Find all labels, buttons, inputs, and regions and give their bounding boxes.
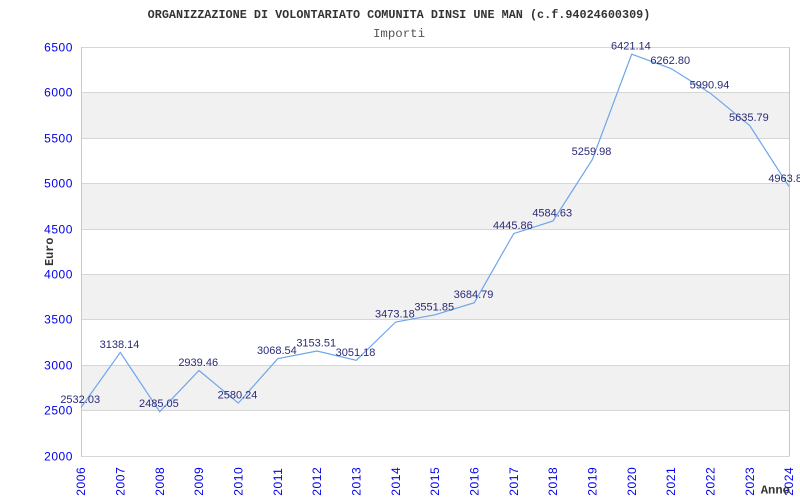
svg-text:3684.79: 3684.79 [454, 289, 494, 301]
svg-text:2000: 2000 [44, 450, 73, 464]
svg-text:4445.86: 4445.86 [493, 220, 533, 232]
svg-text:5635.79: 5635.79 [729, 112, 769, 124]
svg-text:2020: 2020 [625, 467, 639, 496]
svg-text:4000: 4000 [44, 268, 73, 282]
svg-text:3051.18: 3051.18 [336, 347, 376, 359]
svg-text:3551.85: 3551.85 [414, 301, 454, 313]
svg-text:3138.14: 3138.14 [100, 339, 140, 351]
svg-text:2580.24: 2580.24 [218, 390, 258, 402]
svg-text:2014: 2014 [389, 467, 403, 496]
svg-text:2023: 2023 [743, 467, 757, 496]
svg-text:2013: 2013 [350, 467, 364, 496]
svg-text:Anno: Anno [761, 484, 790, 498]
svg-text:5000: 5000 [44, 177, 73, 191]
svg-text:2016: 2016 [468, 467, 482, 496]
svg-text:5259.98: 5259.98 [572, 146, 612, 158]
svg-text:2006: 2006 [74, 467, 88, 496]
svg-text:3000: 3000 [44, 359, 73, 373]
svg-text:2017: 2017 [507, 467, 521, 496]
svg-text:6421.14: 6421.14 [611, 41, 651, 53]
svg-text:5500: 5500 [44, 132, 73, 146]
svg-text:3153.51: 3153.51 [296, 338, 336, 350]
svg-text:3068.54: 3068.54 [257, 345, 297, 357]
svg-text:4500: 4500 [44, 223, 73, 237]
svg-text:2018: 2018 [546, 467, 560, 496]
svg-text:4963.87: 4963.87 [768, 173, 800, 185]
svg-text:Euro: Euro [43, 238, 57, 266]
svg-text:6500: 6500 [44, 41, 73, 55]
svg-text:2022: 2022 [704, 467, 718, 496]
svg-text:3500: 3500 [44, 313, 73, 327]
svg-text:2008: 2008 [153, 467, 167, 496]
svg-text:4584.63: 4584.63 [532, 208, 572, 220]
svg-text:2500: 2500 [44, 404, 73, 418]
svg-text:6000: 6000 [44, 86, 73, 100]
svg-text:6262.80: 6262.80 [650, 55, 690, 67]
svg-text:2011: 2011 [271, 468, 285, 496]
svg-text:2009: 2009 [192, 467, 206, 496]
svg-text:2019: 2019 [586, 467, 600, 496]
svg-text:2532.03: 2532.03 [60, 394, 100, 406]
svg-text:5990.94: 5990.94 [690, 80, 730, 92]
svg-text:2015: 2015 [428, 467, 442, 496]
svg-text:2010: 2010 [232, 467, 246, 496]
svg-text:2939.46: 2939.46 [178, 357, 218, 369]
svg-text:2485.05: 2485.05 [139, 398, 179, 410]
svg-text:2012: 2012 [310, 467, 324, 496]
svg-text:Importi: Importi [373, 27, 425, 41]
svg-text:3473.18: 3473.18 [375, 309, 415, 321]
svg-text:2007: 2007 [114, 467, 128, 496]
svg-text:2021: 2021 [664, 467, 678, 496]
svg-text:ORGANIZZAZIONE DI VOLONTARIATO: ORGANIZZAZIONE DI VOLONTARIATO COMUNITA … [148, 8, 651, 22]
svg-text:2024: 2024 [782, 467, 796, 496]
